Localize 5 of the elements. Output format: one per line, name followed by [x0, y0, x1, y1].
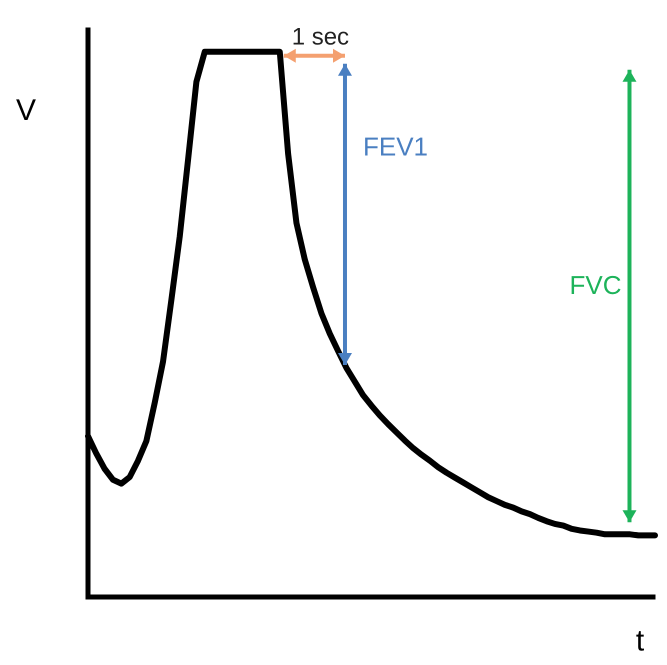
- annotation: FEV1: [362, 132, 428, 162]
- y-axis-title: V: [16, 94, 36, 128]
- annotation: FVC: [569, 270, 622, 300]
- text: 1 sec: [292, 23, 350, 50]
- x-axis-title: t: [636, 624, 645, 658]
